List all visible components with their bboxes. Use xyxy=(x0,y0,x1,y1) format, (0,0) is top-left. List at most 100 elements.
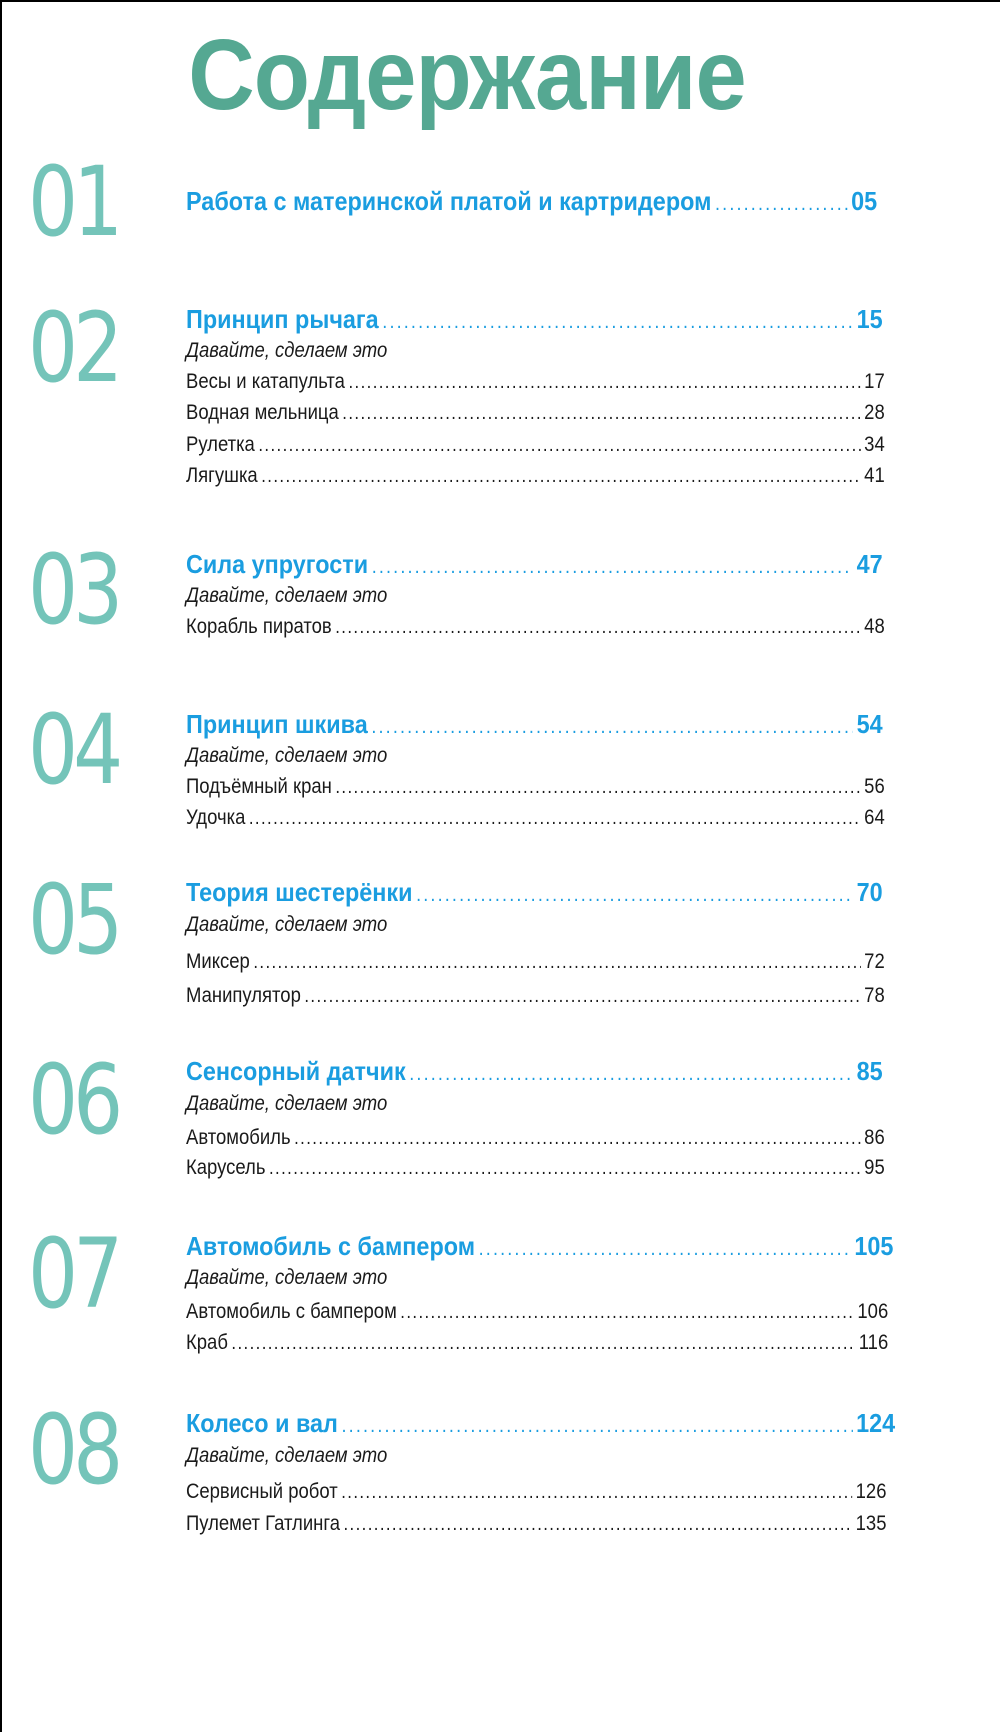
item-page-number: 135 xyxy=(855,1512,887,1535)
item-label: Подъёмный кран xyxy=(186,775,332,798)
item-label: Лягушка xyxy=(186,464,258,487)
toc-item[interactable]: Манипулятор 78 xyxy=(186,982,885,1011)
toc-item[interactable]: Автомобиль 86 xyxy=(186,1124,885,1153)
chapter-page-number: 85 xyxy=(856,1056,883,1086)
item-page-number: 86 xyxy=(864,1126,885,1149)
toc-item[interactable]: Автомобиль с бампером 106 xyxy=(186,1298,888,1327)
chapter-number: 04 xyxy=(28,694,123,806)
chapter-page-number: 47 xyxy=(856,549,883,579)
chapter-title: Работа с материнской платой и картридеро… xyxy=(186,186,712,216)
chapter-title: Теория шестерёнки xyxy=(186,877,413,907)
chapter-title: Принцип шкива xyxy=(186,709,368,739)
item-page-number: 116 xyxy=(858,1331,889,1354)
toc-item[interactable]: Краб 116 xyxy=(186,1329,888,1358)
dot-leader xyxy=(294,1125,861,1153)
item-page-number: 95 xyxy=(864,1156,885,1179)
item-page-number: 28 xyxy=(864,401,885,424)
dot-leader xyxy=(231,1330,855,1358)
item-page-number: 34 xyxy=(864,433,885,456)
toc-item[interactable]: Карусель 95 xyxy=(186,1154,885,1183)
item-page-number: 72 xyxy=(864,950,885,973)
chapter-title: Сенсорный датчик xyxy=(186,1056,406,1086)
item-label: Рулетка xyxy=(186,433,255,456)
section-intro: Давайте, сделаем это xyxy=(186,744,388,767)
dot-leader xyxy=(479,1232,851,1266)
item-label: Водная мельница xyxy=(186,401,339,424)
dot-leader xyxy=(261,463,860,491)
toc-item[interactable]: Сервисный робот 126 xyxy=(186,1478,886,1507)
toc-item[interactable]: Миксер 72 xyxy=(186,948,885,977)
section-intro: Давайте, сделаем это xyxy=(186,1266,388,1289)
chapter-page-number: 105 xyxy=(854,1231,894,1261)
dot-leader xyxy=(409,1057,853,1091)
chapter-number: 03 xyxy=(28,534,123,646)
chapter-heading-link[interactable]: Принцип шкива 54 xyxy=(186,707,883,744)
toc-item[interactable]: Пулемет Гатлинга 135 xyxy=(186,1510,886,1539)
page-title: Содержание xyxy=(188,19,747,131)
dot-leader xyxy=(715,187,848,221)
chapter-page-number: 54 xyxy=(856,709,883,739)
chapter-page-number: 124 xyxy=(856,1408,896,1438)
dot-leader xyxy=(382,305,853,339)
item-label: Краб xyxy=(186,1331,228,1354)
section-intro: Давайте, сделаем это xyxy=(186,339,388,362)
chapter-heading-link[interactable]: Колесо и вал 124 xyxy=(186,1406,895,1443)
dot-leader xyxy=(341,1479,852,1507)
toc-item[interactable]: Водная мельница 28 xyxy=(186,399,885,428)
section-intro: Давайте, сделаем это xyxy=(186,1092,388,1115)
chapter-number: 01 xyxy=(28,146,123,258)
chapter-title: Колесо и вал xyxy=(186,1408,338,1438)
toc-item[interactable]: Подъёмный кран 56 xyxy=(186,773,885,802)
section-intro: Давайте, сделаем это xyxy=(186,584,388,607)
chapter-number: 05 xyxy=(28,864,123,976)
chapter-heading-link[interactable]: Сила упругости 47 xyxy=(186,547,883,584)
dot-leader xyxy=(400,1299,854,1327)
chapter-number: 07 xyxy=(28,1218,123,1330)
item-label: Корабль пиратов xyxy=(186,615,332,638)
chapter-heading-link[interactable]: Теория шестерёнки 70 xyxy=(186,875,883,912)
chapter-title: Принцип рычага xyxy=(186,304,379,334)
item-label: Удочка xyxy=(186,806,246,829)
dot-leader xyxy=(253,949,860,977)
dot-leader xyxy=(258,432,860,460)
item-page-number: 78 xyxy=(864,984,885,1007)
toc-item[interactable]: Корабль пиратов 48 xyxy=(186,613,885,642)
chapter-number: 02 xyxy=(28,292,123,404)
item-label: Карусель xyxy=(186,1156,266,1179)
dot-leader xyxy=(371,710,853,744)
chapter-page-number: 15 xyxy=(856,304,883,334)
chapter-heading-link[interactable]: Сенсорный датчик 85 xyxy=(186,1054,883,1091)
dot-leader xyxy=(249,805,861,833)
chapter-heading-link[interactable]: Автомобиль с бампером 105 xyxy=(186,1229,893,1266)
chapter-number: 08 xyxy=(28,1394,123,1506)
item-page-number: 48 xyxy=(864,615,885,638)
item-page-number: 17 xyxy=(864,370,885,393)
item-page-number: 64 xyxy=(864,806,885,829)
toc-item[interactable]: Рулетка 34 xyxy=(186,431,885,460)
section-intro: Давайте, сделаем это xyxy=(186,1444,388,1467)
dot-leader xyxy=(348,369,860,397)
dot-leader xyxy=(269,1155,861,1183)
chapter-heading-link[interactable]: Принцип рычага 15 xyxy=(186,302,883,339)
dot-leader xyxy=(416,878,853,912)
chapter-page-number: 05 xyxy=(851,186,878,216)
chapter-number: 06 xyxy=(28,1044,123,1156)
item-label: Весы и катапульта xyxy=(186,370,345,393)
dot-leader xyxy=(304,983,860,1011)
dot-leader xyxy=(335,774,860,802)
chapter-heading-link[interactable]: Работа с материнской платой и картридеро… xyxy=(186,184,877,221)
chapter-title: Автомобиль с бампером xyxy=(186,1231,476,1261)
toc-item[interactable]: Весы и катапульта 17 xyxy=(186,368,885,397)
dot-leader xyxy=(342,1409,853,1443)
item-label: Миксер xyxy=(186,950,250,973)
item-page-number: 106 xyxy=(857,1300,889,1323)
dot-leader xyxy=(335,614,860,642)
toc-item[interactable]: Лягушка 41 xyxy=(186,462,885,491)
dot-leader xyxy=(372,550,853,584)
chapter-page-number: 70 xyxy=(856,877,883,907)
item-label: Манипулятор xyxy=(186,984,301,1007)
chapter-title: Сила упругости xyxy=(186,549,369,579)
toc-item[interactable]: Удочка 64 xyxy=(186,804,885,833)
item-label: Автомобиль xyxy=(186,1126,291,1149)
